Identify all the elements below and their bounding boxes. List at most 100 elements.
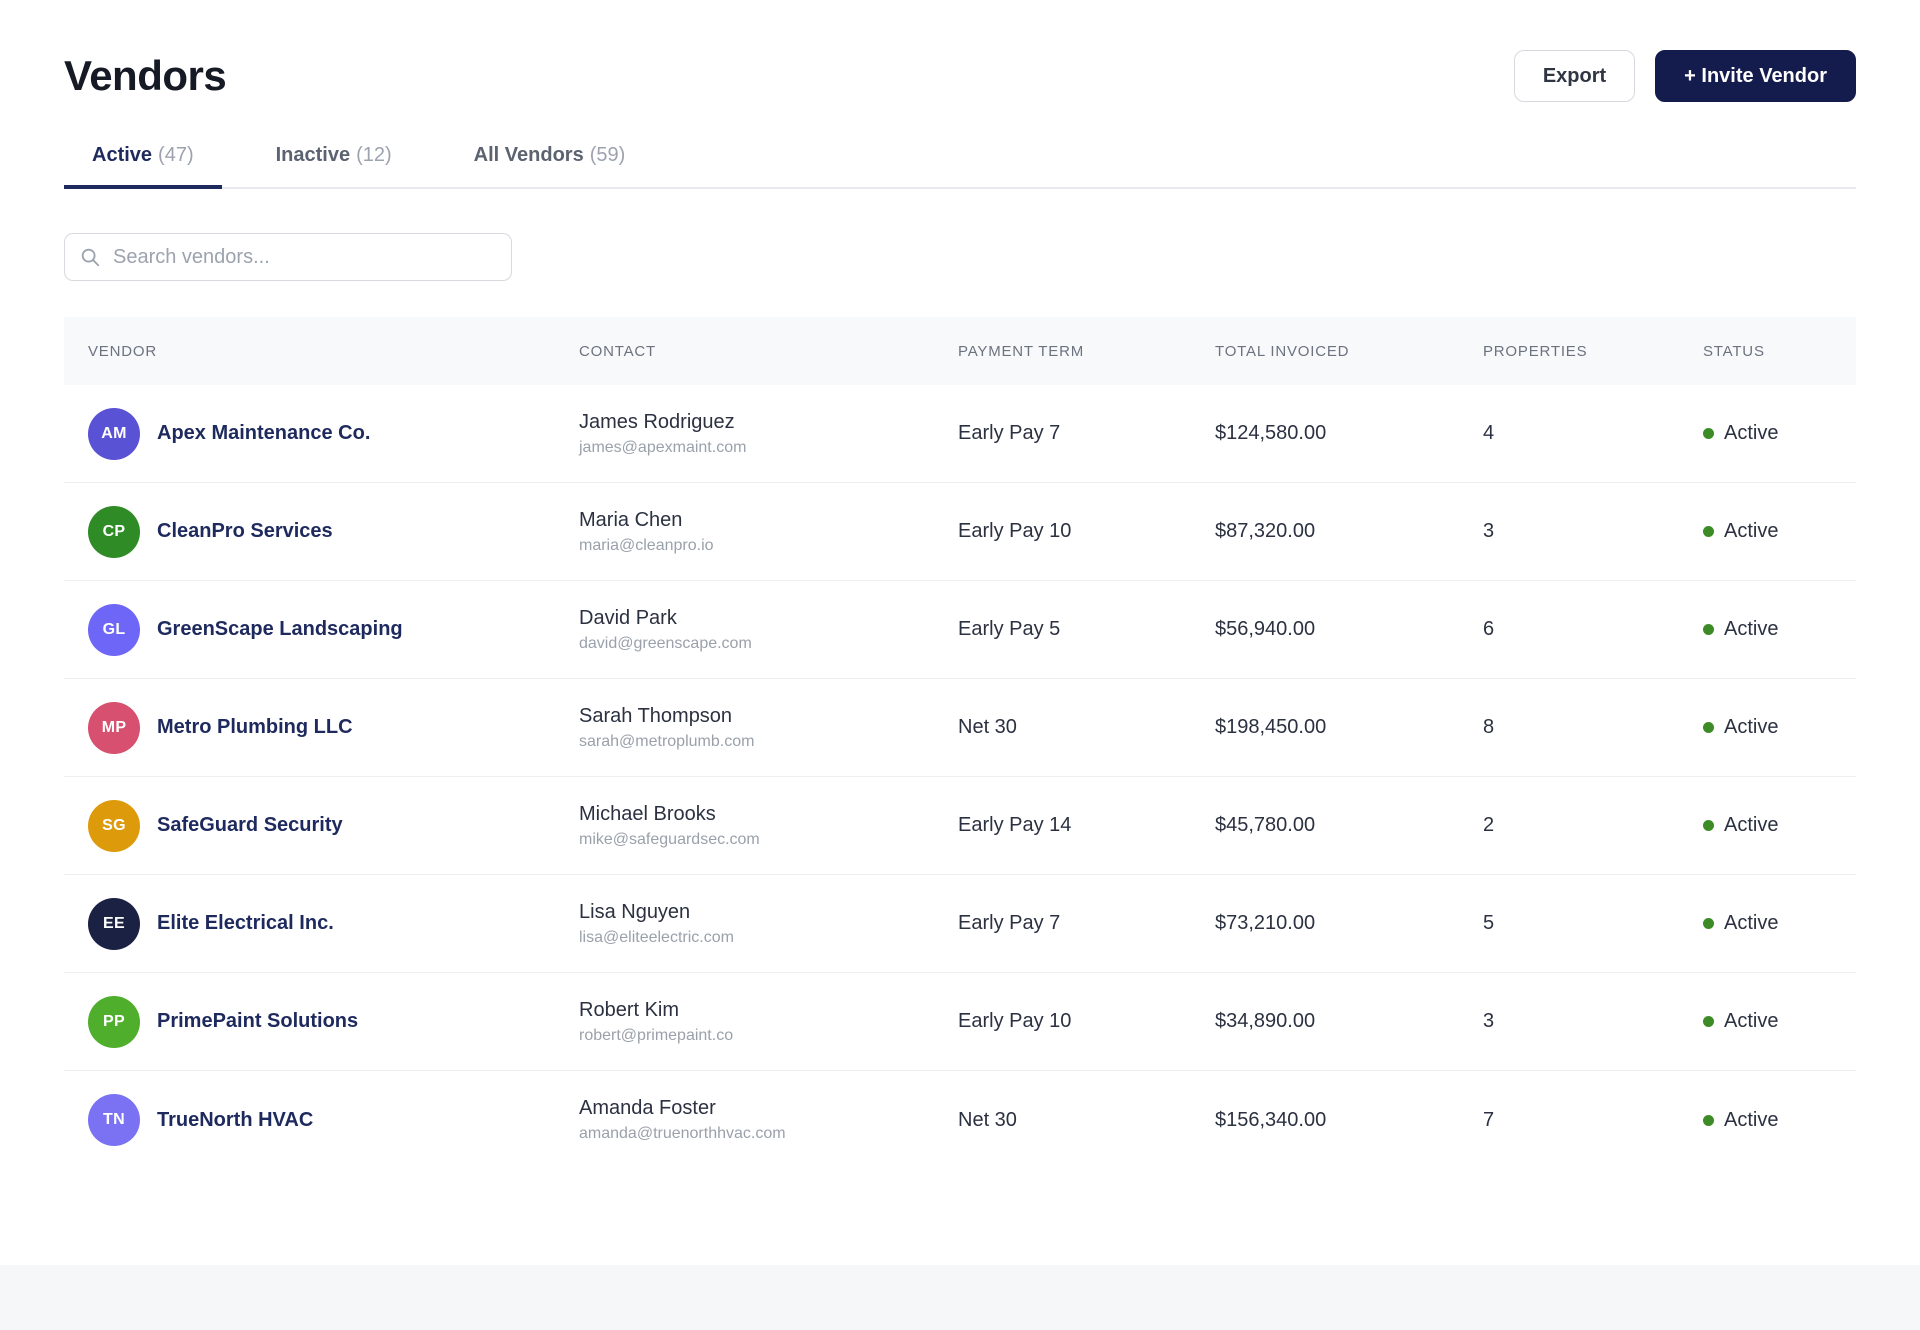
payment-term-cell: Early Pay 5: [958, 618, 1061, 640]
tab-all-vendors[interactable]: All Vendors (59): [446, 144, 654, 187]
search-input[interactable]: [113, 245, 497, 269]
status-cell: Active: [1703, 1109, 1856, 1132]
status-badge: Active: [1724, 1010, 1779, 1032]
status-cell: Active: [1703, 520, 1856, 543]
vendors-table: VENDOR CONTACT PAYMENT TERM TOTAL INVOIC…: [64, 317, 1856, 1169]
column-header-total-invoiced: TOTAL INVOICED: [1215, 342, 1350, 360]
vendor-cell: GL GreenScape Landscaping: [64, 603, 579, 656]
vendor-name[interactable]: Apex Maintenance Co.: [157, 422, 371, 444]
vendor-name[interactable]: TrueNorth HVAC: [157, 1108, 314, 1131]
total-invoiced-cell: $45,780.00: [1215, 814, 1316, 836]
status-cell: Active: [1703, 422, 1856, 445]
total-invoiced-cell: $34,890.00: [1215, 1010, 1316, 1032]
tab-count: (47): [158, 144, 194, 166]
contact-name: James Rodriguez: [579, 410, 735, 433]
table-header-row: VENDOR CONTACT PAYMENT TERM TOTAL INVOIC…: [64, 317, 1856, 385]
vendor-cell: TN TrueNorth HVAC: [64, 1094, 579, 1146]
payment-term-cell: Net 30: [958, 716, 1017, 738]
contact-name: Sarah Thompson: [579, 704, 733, 727]
properties-cell: 6: [1483, 618, 1495, 640]
table-row[interactable]: AM Apex Maintenance Co. James Rodriguez …: [64, 385, 1856, 483]
vendor-name[interactable]: Metro Plumbing LLC: [157, 716, 353, 738]
total-invoiced-cell: $124,580.00: [1215, 422, 1327, 444]
contact-cell: Michael Brooks mike@safeguardsec.com: [579, 803, 958, 849]
tab-inactive[interactable]: Inactive (12): [248, 144, 420, 187]
tab-count: (59): [589, 144, 626, 166]
contact-email: amanda@truenorthhvac.com: [579, 1125, 786, 1142]
footer-band: [0, 1265, 1920, 1330]
contact-name: Robert Kim: [579, 998, 680, 1021]
vendor-name[interactable]: PrimePaint Solutions: [157, 1010, 359, 1032]
status-dot-icon: [1703, 1016, 1714, 1027]
invite-vendor-button[interactable]: + Invite Vendor: [1655, 50, 1856, 102]
table-row[interactable]: PP PrimePaint Solutions Robert Kim rober…: [64, 973, 1856, 1071]
status-cell: Active: [1703, 716, 1856, 739]
contact-cell: Robert Kim robert@primepaint.co: [579, 999, 958, 1045]
column-header-contact: CONTACT: [579, 342, 656, 360]
total-invoiced-cell: $87,320.00: [1215, 520, 1316, 542]
payment-term-cell: Early Pay 7: [958, 912, 1061, 934]
status-cell: Active: [1703, 618, 1856, 641]
vendor-name[interactable]: Elite Electrical Inc.: [157, 912, 334, 934]
contact-cell: James Rodriguez james@apexmaint.com: [579, 411, 958, 457]
vendors-page: Vendors Export + Invite Vendor Active (47…: [0, 50, 1920, 1169]
tab-active[interactable]: Active (47): [64, 144, 222, 189]
contact-email: maria@cleanpro.io: [579, 536, 714, 554]
contact-name: Maria Chen: [579, 508, 683, 531]
contact-cell: Sarah Thompson sarah@metroplumb.com: [579, 705, 958, 751]
export-button[interactable]: Export: [1513, 50, 1636, 102]
properties-cell: 3: [1483, 520, 1495, 542]
vendor-cell: SG SafeGuard Security: [64, 799, 579, 852]
contact-email: lisa@eliteelectric.com: [579, 928, 734, 946]
vendor-name[interactable]: GreenScape Landscaping: [157, 618, 403, 640]
status-dot-icon: [1703, 722, 1714, 733]
contact-name: Amanda Foster: [579, 1097, 716, 1119]
vendor-name[interactable]: SafeGuard Security: [157, 814, 343, 836]
payment-term-cell: Early Pay 10: [958, 520, 1072, 542]
vendor-cell: AM Apex Maintenance Co.: [64, 407, 579, 460]
status-dot-icon: [1703, 428, 1714, 439]
status-dot-icon: [1703, 526, 1714, 537]
contact-email: mike@safeguardsec.com: [579, 830, 760, 848]
table-row[interactable]: TN TrueNorth HVAC Amanda Foster amanda@t…: [64, 1071, 1856, 1169]
column-header-properties: PROPERTIES: [1483, 342, 1588, 360]
status-badge: Active: [1724, 716, 1779, 738]
status-badge: Active: [1724, 1108, 1779, 1131]
status-dot-icon: [1703, 624, 1714, 635]
properties-cell: 8: [1483, 716, 1495, 738]
status-dot-icon: [1703, 820, 1714, 831]
tab-label: Active: [92, 144, 153, 166]
status-cell: Active: [1703, 1010, 1856, 1033]
contact-name: David Park: [579, 606, 677, 629]
table-row[interactable]: CP CleanPro Services Maria Chen maria@cl…: [64, 483, 1856, 581]
contact-name: Michael Brooks: [579, 802, 716, 825]
vendor-name[interactable]: CleanPro Services: [157, 520, 333, 542]
contact-email: sarah@metroplumb.com: [579, 732, 755, 750]
vendor-avatar: MP: [88, 701, 140, 754]
contact-cell: David Park david@greenscape.com: [579, 607, 958, 653]
vendor-avatar: PP: [88, 995, 140, 1048]
header-actions: Export + Invite Vendor: [1513, 50, 1856, 102]
total-invoiced-cell: $156,340.00: [1215, 1108, 1327, 1131]
table-row[interactable]: EE Elite Electrical Inc. Lisa Nguyen lis…: [64, 875, 1856, 973]
tab-count: (12): [356, 144, 392, 166]
contact-email: james@apexmaint.com: [579, 438, 747, 456]
vendor-cell: EE Elite Electrical Inc.: [64, 897, 579, 950]
properties-cell: 3: [1483, 1010, 1495, 1032]
column-header-status: STATUS: [1703, 342, 1765, 360]
vendor-cell: MP Metro Plumbing LLC: [64, 701, 579, 754]
properties-cell: 4: [1483, 422, 1495, 444]
status-cell: Active: [1703, 912, 1856, 935]
table-row[interactable]: GL GreenScape Landscaping David Park dav…: [64, 581, 1856, 679]
column-header-payment-term: PAYMENT TERM: [958, 342, 1085, 360]
page-header: Vendors Export + Invite Vendor: [64, 50, 1856, 102]
vendor-avatar: TN: [88, 1094, 140, 1146]
search-box[interactable]: [64, 233, 512, 281]
vendor-avatar: CP: [88, 505, 140, 558]
payment-term-cell: Early Pay 7: [958, 422, 1061, 444]
properties-cell: 2: [1483, 814, 1495, 836]
total-invoiced-cell: $198,450.00: [1215, 716, 1327, 738]
table-row[interactable]: MP Metro Plumbing LLC Sarah Thompson sar…: [64, 679, 1856, 777]
total-invoiced-cell: $73,210.00: [1215, 912, 1316, 934]
table-row[interactable]: SG SafeGuard Security Michael Brooks mik…: [64, 777, 1856, 875]
